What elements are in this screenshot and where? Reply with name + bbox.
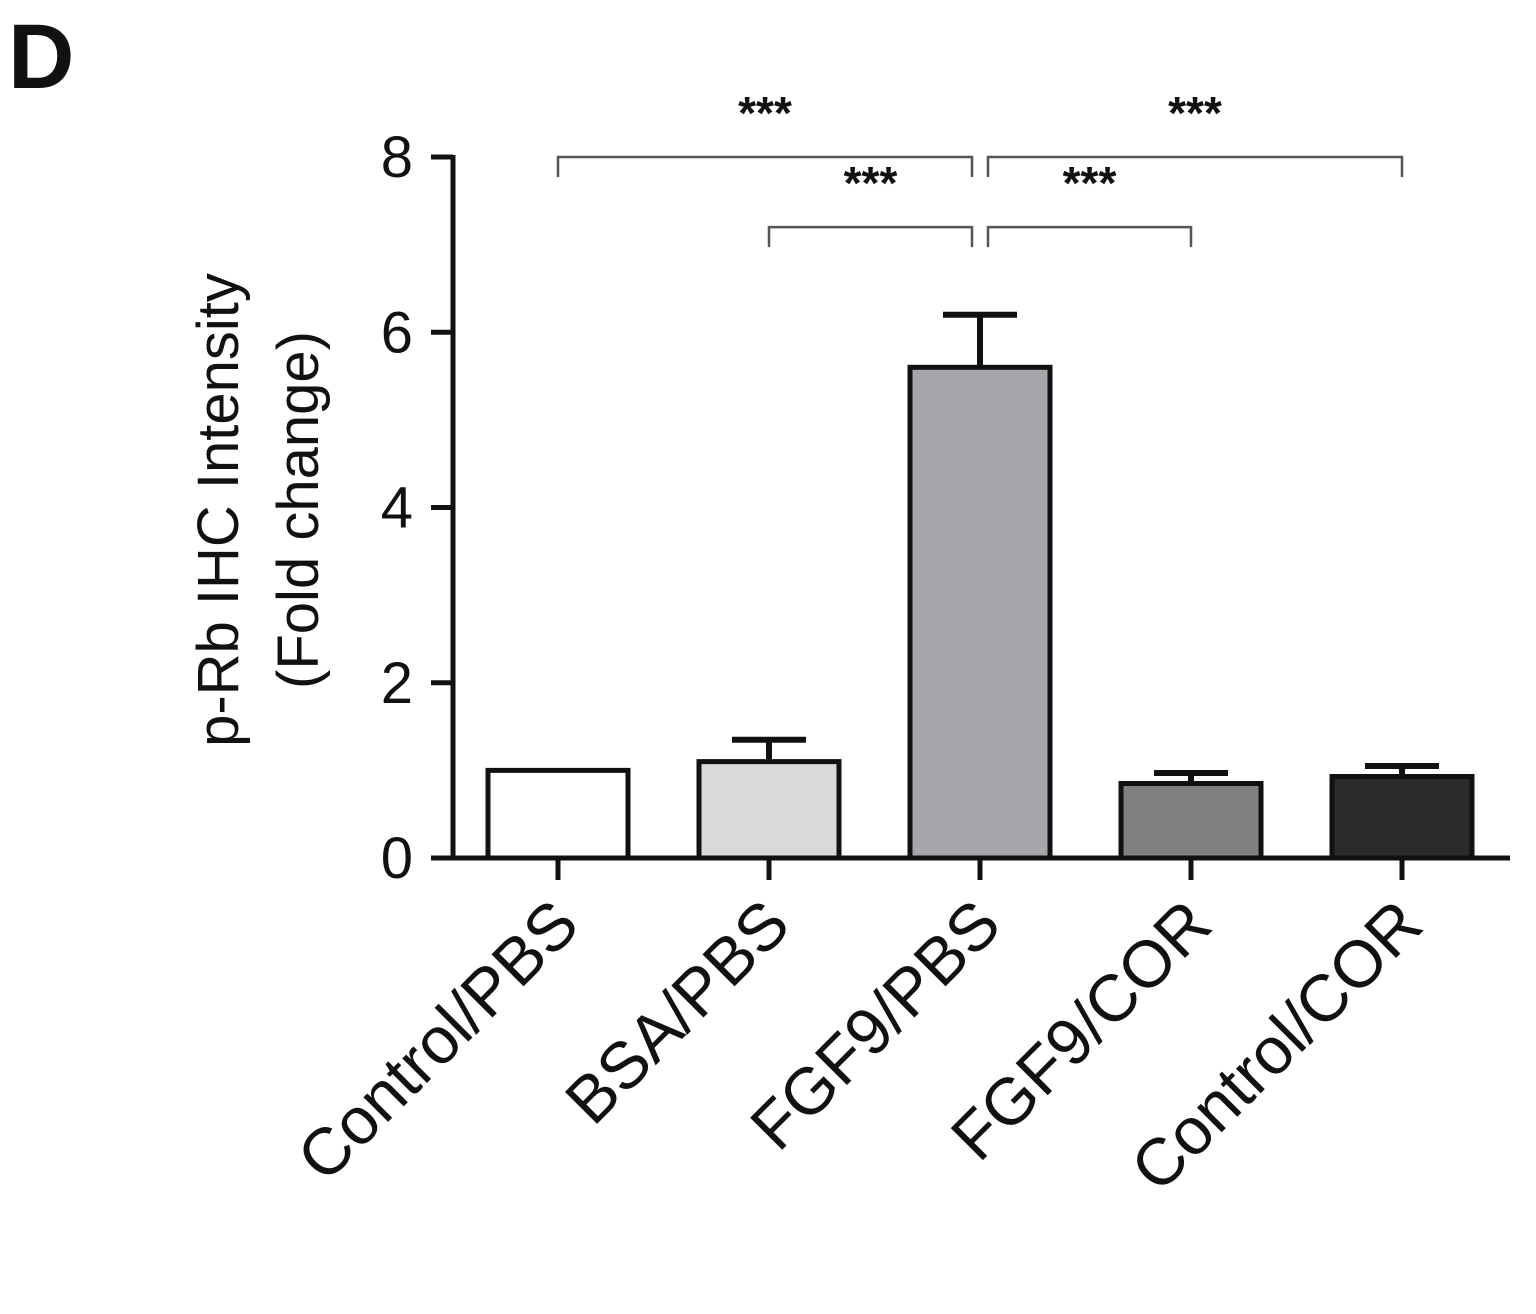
bar-control-cor [1329,774,1475,861]
significance-bracket [767,225,974,248]
significance-label: *** [1168,87,1222,139]
significance-bracket [986,155,1404,177]
x-category-label: Control/PBS [283,886,592,1195]
significance-bracket [986,225,1193,248]
significance-label: *** [844,157,898,209]
y-axis-label-line: p-Rb IHC Intensity [186,273,251,747]
significance-label: *** [738,87,792,139]
significance-bracket [556,155,974,177]
bar-bsa-pbs [696,759,842,861]
y-axis-label-line: (Fold change) [266,331,331,689]
bar-control-pbs [485,767,631,861]
bars [485,364,1475,861]
y-tick-label: 0 [381,826,413,891]
y-tick-label: 6 [381,300,413,365]
significance-brackets: *** *** *** *** [556,87,1404,248]
y-axis-label: p-Rb IHC Intensity (Fold change) [186,273,331,747]
y-tick-label: 4 [381,476,413,541]
error-bars [732,311,1439,784]
y-ticks: 0 2 4 6 8 [381,125,453,891]
y-tick-label: 8 [381,125,413,190]
bar-fgf9-cor [1118,781,1264,861]
panel-label: D [8,6,74,108]
bar-fgf9-pbs [907,364,1053,861]
y-tick-label: 2 [381,651,413,716]
x-category-labels: Control/PBSBSA/PBSFGF9/PBSFGF9/CORContro… [283,886,1436,1205]
significance-label: *** [1063,157,1117,209]
